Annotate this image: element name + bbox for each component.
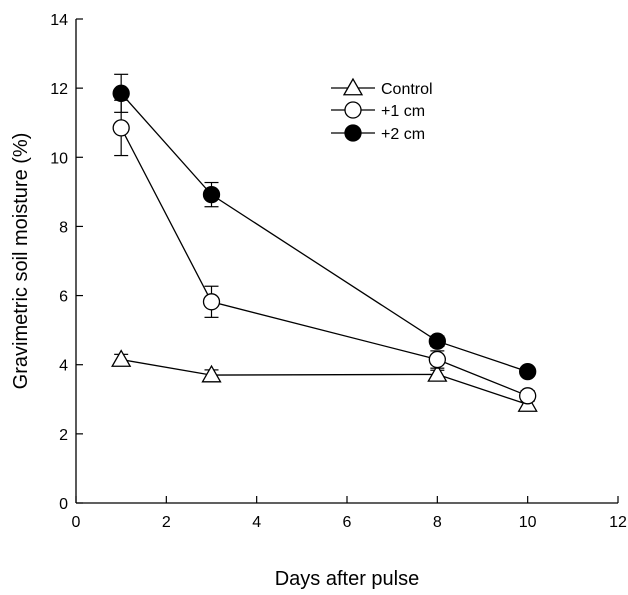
- y-tick-label: 6: [59, 289, 68, 306]
- series-line-plus-2cm: [120, 92, 528, 373]
- y-tick-label: 12: [50, 81, 68, 98]
- series-line-plus-1cm: [120, 127, 528, 397]
- x-tick-label: 8: [433, 514, 442, 531]
- y-tick-label: 8: [59, 219, 68, 236]
- x-tick-label: 6: [343, 514, 352, 531]
- legend: Control +1 cm +2 cm: [331, 77, 433, 143]
- legend-label: +2 cm: [381, 126, 425, 143]
- legend-marker: [344, 101, 362, 119]
- data-point: [427, 364, 448, 382]
- data-point: [201, 364, 222, 383]
- x-tick-label: 4: [252, 514, 261, 531]
- x-tick-label: 2: [162, 514, 171, 531]
- data-point: [112, 84, 130, 102]
- y-ticks: 0 2 4 6 8 10 12 14: [50, 12, 83, 513]
- x-tick-label: 0: [72, 514, 81, 531]
- plot-area: [111, 73, 538, 412]
- y-tick-label: 10: [50, 150, 68, 167]
- series-plus-2cm: [112, 73, 537, 381]
- x-tick-label: 12: [609, 514, 627, 531]
- x-axis-title: Days after pulse: [275, 568, 420, 590]
- y-tick-label: 2: [59, 427, 68, 444]
- legend-label: +1 cm: [381, 103, 425, 120]
- legend-label: Control: [381, 81, 433, 98]
- legend-item-plus-1cm: +1 cm: [331, 101, 425, 120]
- data-point: [519, 362, 537, 381]
- series-control: [111, 349, 538, 412]
- legend-item-control: Control: [331, 77, 433, 98]
- data-point: [112, 119, 130, 137]
- data-point: [428, 332, 446, 350]
- x-ticks: 0 2 4 6 8 10 12: [72, 496, 627, 531]
- data-point: [111, 349, 132, 367]
- data-point: [202, 185, 221, 204]
- legend-marker: [342, 77, 364, 96]
- y-tick-label: 14: [50, 12, 68, 29]
- x-tick-label: 10: [519, 514, 537, 531]
- data-point: [202, 293, 221, 311]
- data-point: [428, 350, 446, 369]
- legend-item-plus-2cm: +2 cm: [331, 124, 425, 143]
- series-plus-1cm: [112, 99, 537, 405]
- series-line-control: [121, 358, 528, 406]
- y-tick-label: 0: [59, 496, 68, 513]
- y-tick-label: 4: [59, 358, 68, 375]
- y-axis-title: Gravimetric soil moisture (%): [10, 133, 32, 390]
- legend-marker: [344, 124, 362, 142]
- data-point: [519, 387, 537, 405]
